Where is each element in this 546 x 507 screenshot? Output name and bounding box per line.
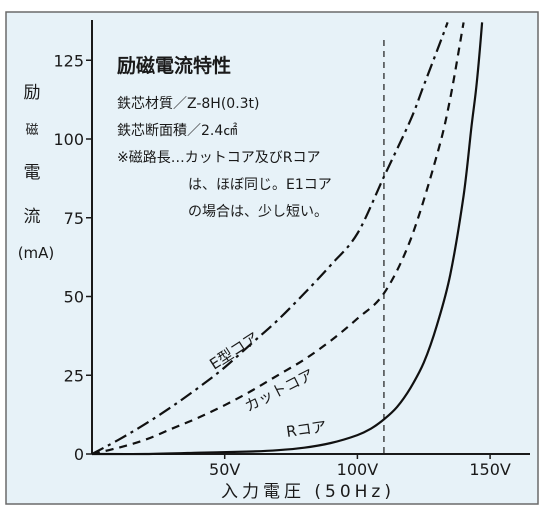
x-tick-label: 100V xyxy=(337,460,379,479)
ylabel-char-2: 磁 xyxy=(25,123,38,138)
note-material: 鉄芯材質／Z-8H(0.3t) xyxy=(117,96,260,112)
note-path-length-2: は、ほぼ同じ。E1コア xyxy=(188,177,332,193)
chart-title: 励磁電流特性 xyxy=(117,54,231,77)
y-tick-label: 25 xyxy=(64,366,84,385)
y-tick-label: 100 xyxy=(53,130,84,149)
x-tick-label: 50V xyxy=(209,460,240,479)
series-group xyxy=(91,22,484,456)
x-tick-label: 150V xyxy=(469,460,511,479)
note-area: 鉄芯断面積／2.4㎠ xyxy=(117,123,237,139)
ylabel-char-3: 電 xyxy=(24,163,41,183)
note-path-length-1: ※磁路長…カットコア及びRコア xyxy=(117,150,320,166)
y-ticks: 0 25 50 75 100 125 xyxy=(53,51,92,464)
y-tick-label: 0 xyxy=(74,445,84,464)
y-tick-label: 125 xyxy=(53,51,84,70)
y-tick-label: 50 xyxy=(64,288,84,307)
series-label-r-core: Rコア xyxy=(285,418,328,441)
xlabel: 入力電圧 (50Hz) xyxy=(221,482,395,502)
ylabel-unit: (mA) xyxy=(18,244,55,262)
y-tick-label: 75 xyxy=(64,209,84,228)
x-ticks: 50V 100V 150V xyxy=(209,454,511,479)
chart-panel xyxy=(5,11,539,505)
ylabel-char-4: 流 xyxy=(24,207,41,227)
note-path-length-3: の場合は、少し短い。 xyxy=(188,204,328,220)
series-line-3 xyxy=(91,22,484,456)
series-line-2 xyxy=(91,22,465,456)
ylabel-char-1: 励 xyxy=(24,83,41,103)
